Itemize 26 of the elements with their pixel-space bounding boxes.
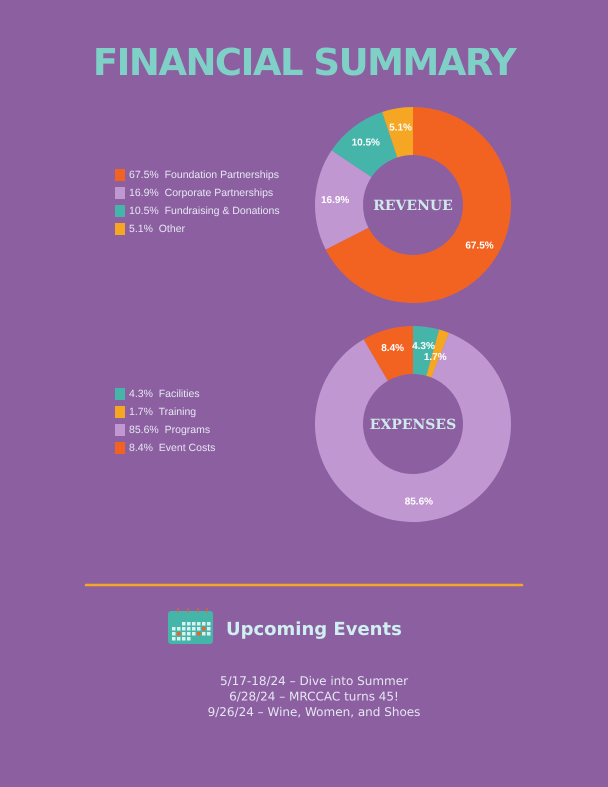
data-label: 10.5% xyxy=(352,137,380,148)
data-label: 16.9% xyxy=(320,194,350,206)
text: 5/17-18/24 – Dive into Summer xyxy=(220,674,408,688)
data-label: 67.5% xyxy=(465,240,494,252)
text: EXPENSES xyxy=(370,417,456,433)
legend-label: 4.3% Facilities xyxy=(129,388,200,400)
donut-slice xyxy=(364,326,413,381)
legend-label: 16.9% Corporate Partnerships xyxy=(129,187,274,199)
data-label: 8.4% xyxy=(381,343,404,354)
donut-slice xyxy=(315,150,372,250)
donut-slice xyxy=(382,107,413,158)
data-label: 1.7% xyxy=(424,352,447,364)
legend-label: 10.5% Fundraising & Donations xyxy=(129,205,280,217)
legend-label: 1.7% Training xyxy=(129,406,196,418)
data-label: 85.6% xyxy=(404,496,434,508)
text: REVENUE xyxy=(373,198,453,214)
legend-label: 8.4% Event Costs xyxy=(129,442,216,454)
text: Upcoming Events xyxy=(226,619,402,640)
data-label: 5.1% xyxy=(389,122,412,134)
legend-label: 85.6% Programs xyxy=(129,424,210,436)
text: 6/28/24 – MRCCAC turns 45! xyxy=(229,690,399,704)
donut-slice xyxy=(315,332,511,522)
text: 9/26/24 – Wine, Women, and Shoes xyxy=(208,705,420,719)
legend-label: 67.5% Foundation Partnerships xyxy=(129,169,280,181)
chart-title: FINANCIAL SUMMARY xyxy=(92,41,518,84)
legend-label: 5.1% Other xyxy=(129,223,186,235)
